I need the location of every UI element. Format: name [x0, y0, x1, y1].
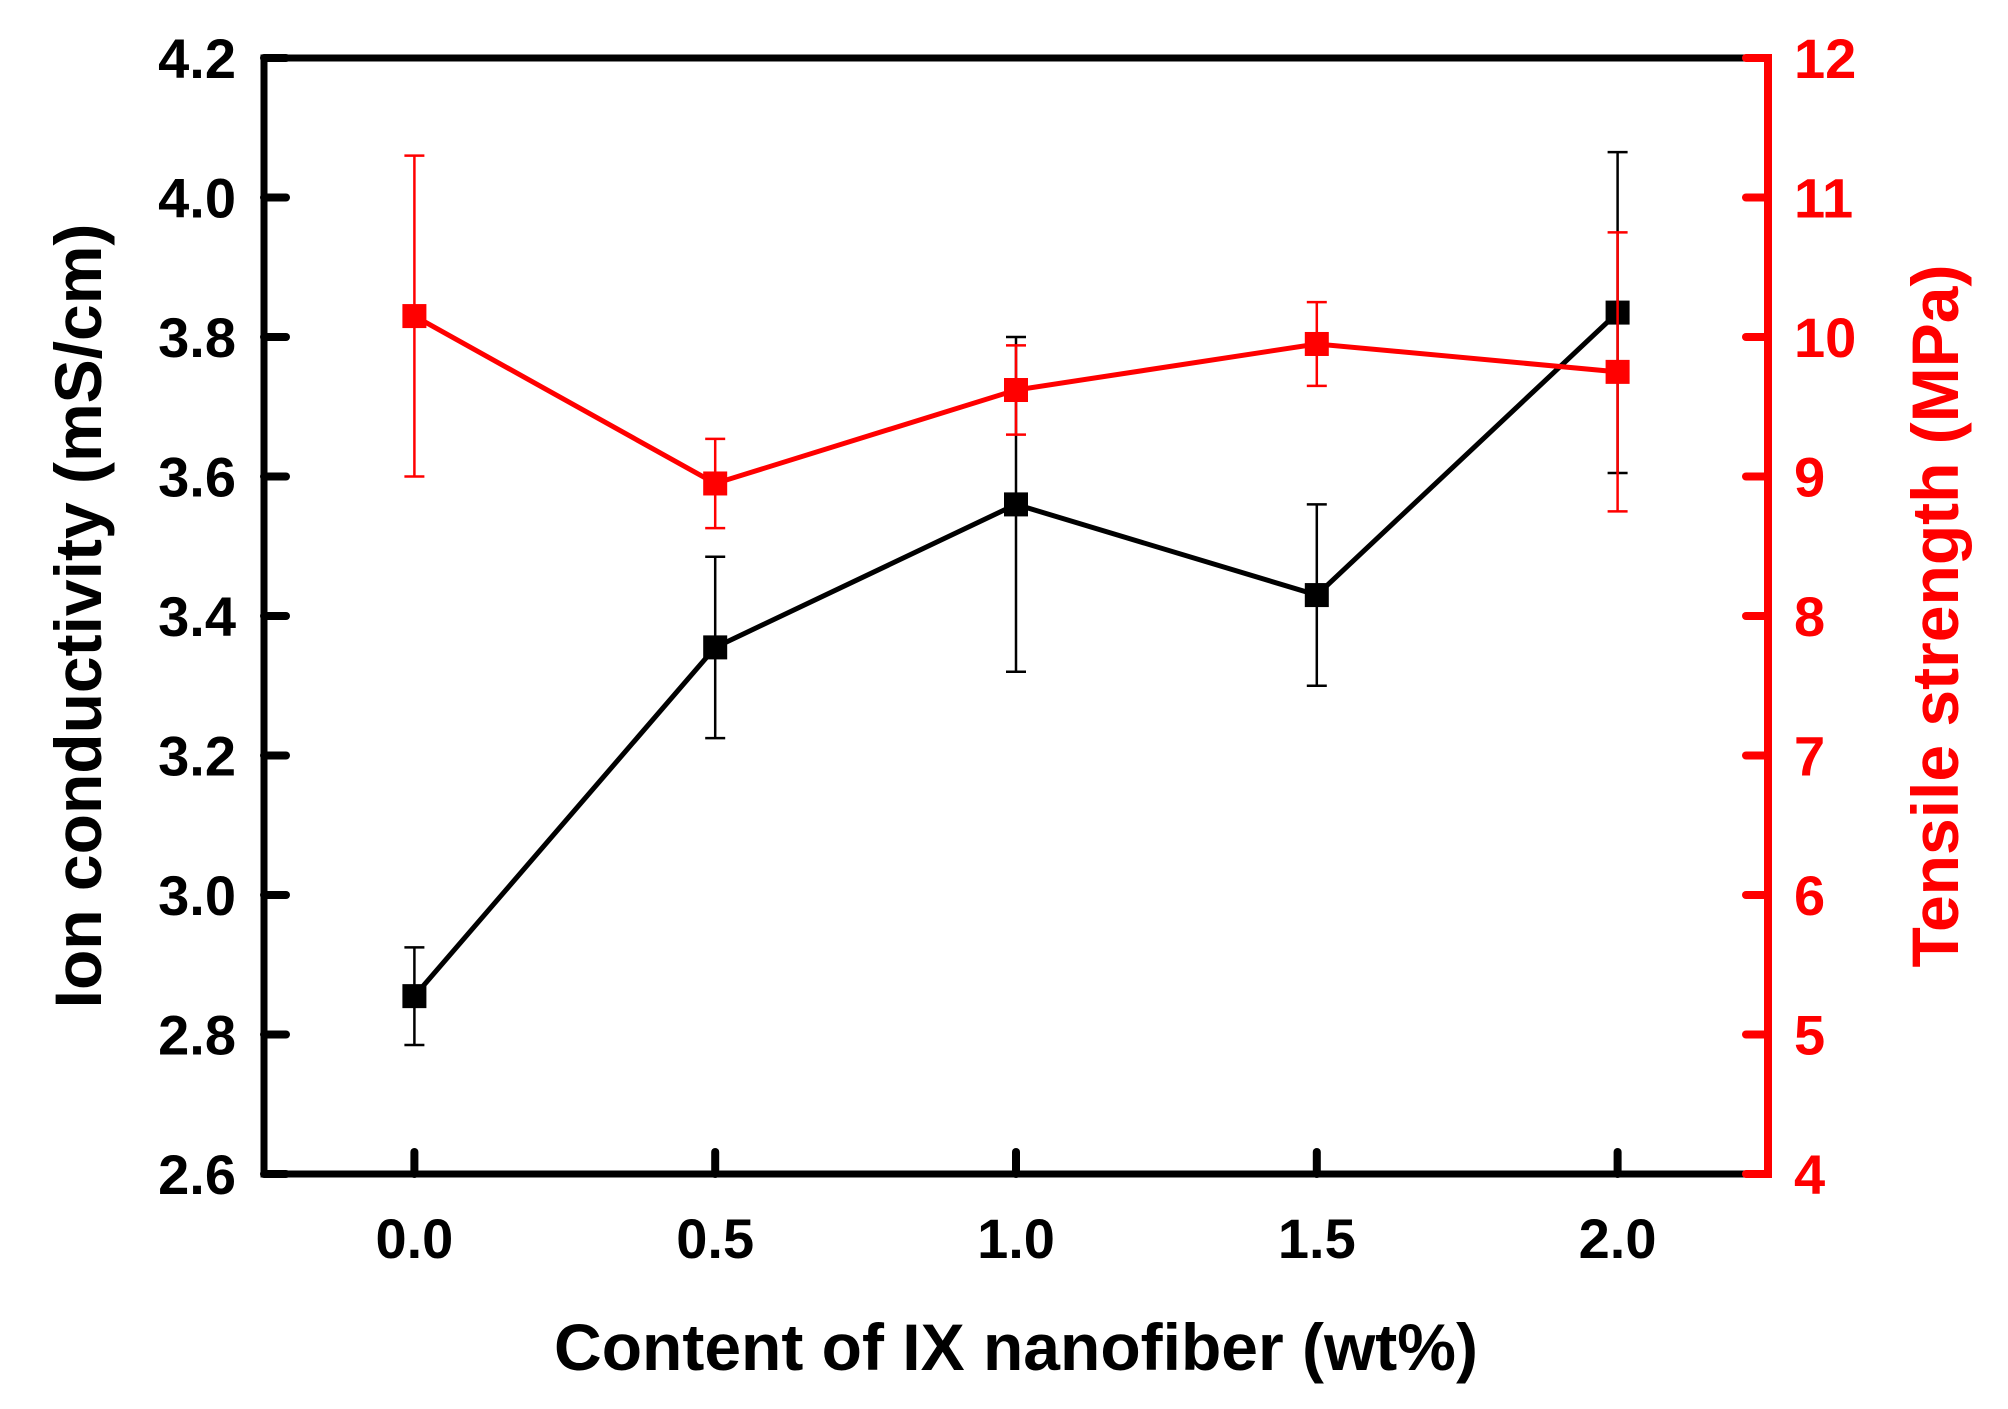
y-right-tick-label: 4 [1794, 1143, 1825, 1206]
y-right-tick-label: 6 [1794, 864, 1825, 927]
y-left-tick-label: 2.6 [158, 1143, 236, 1206]
y-left-tick-label: 3.2 [158, 725, 236, 788]
x-tick-label: 1.5 [1278, 1207, 1356, 1270]
x-tick-label: 2.0 [1579, 1207, 1657, 1270]
data-point [1304, 331, 1329, 356]
y-right-tick-label: 9 [1794, 446, 1825, 509]
y-right-tick-label: 5 [1794, 1004, 1825, 1067]
y-left-tick-label: 4.0 [158, 167, 236, 230]
data-point [1605, 359, 1630, 384]
y-left-tick-label: 3.8 [158, 306, 236, 369]
series-layer [402, 150, 1630, 1047]
data-point [402, 984, 427, 1009]
series-tensile-strength [402, 154, 1630, 530]
series-ion-conductivity [402, 150, 1630, 1047]
y-left-tick-label: 3.4 [158, 585, 236, 648]
data-point [1004, 378, 1028, 403]
x-axis-title: Content of IX nanofiber (wt%) [554, 1310, 1478, 1384]
y-left-tick-label: 3.0 [158, 864, 236, 927]
y-right-tick-label: 10 [1794, 306, 1856, 369]
y-axis-right-title: Tensile strength (MPa) [1898, 265, 1972, 968]
axes-layer: 0.0 0.5 1.0 1.5 2.0 2.6 2.8 3.0 3.2 3.4 3.6 3.8 4.0 4… [158, 27, 1856, 1270]
x-tick-label: 0.5 [676, 1207, 754, 1270]
y-left-tick-label: 3.6 [158, 446, 236, 509]
x-tick-label: 1.0 [977, 1207, 1055, 1270]
y-right-tick-label: 7 [1794, 725, 1825, 788]
y-axis-left-title: Ion conductivity (mS/cm) [41, 224, 115, 1009]
data-point [1004, 492, 1028, 517]
y-right-tick-label: 12 [1794, 27, 1856, 90]
data-point [1304, 583, 1329, 608]
data-point [703, 635, 728, 660]
y-left-tick-label: 2.8 [158, 1004, 236, 1067]
y-left-tick-label: 4.2 [158, 27, 236, 90]
y-right-tick-label: 8 [1794, 585, 1825, 648]
x-tick-label: 0.0 [375, 1207, 453, 1270]
data-point [402, 304, 427, 329]
data-point [703, 471, 728, 496]
y-right-tick-label: 11 [1794, 167, 1853, 230]
